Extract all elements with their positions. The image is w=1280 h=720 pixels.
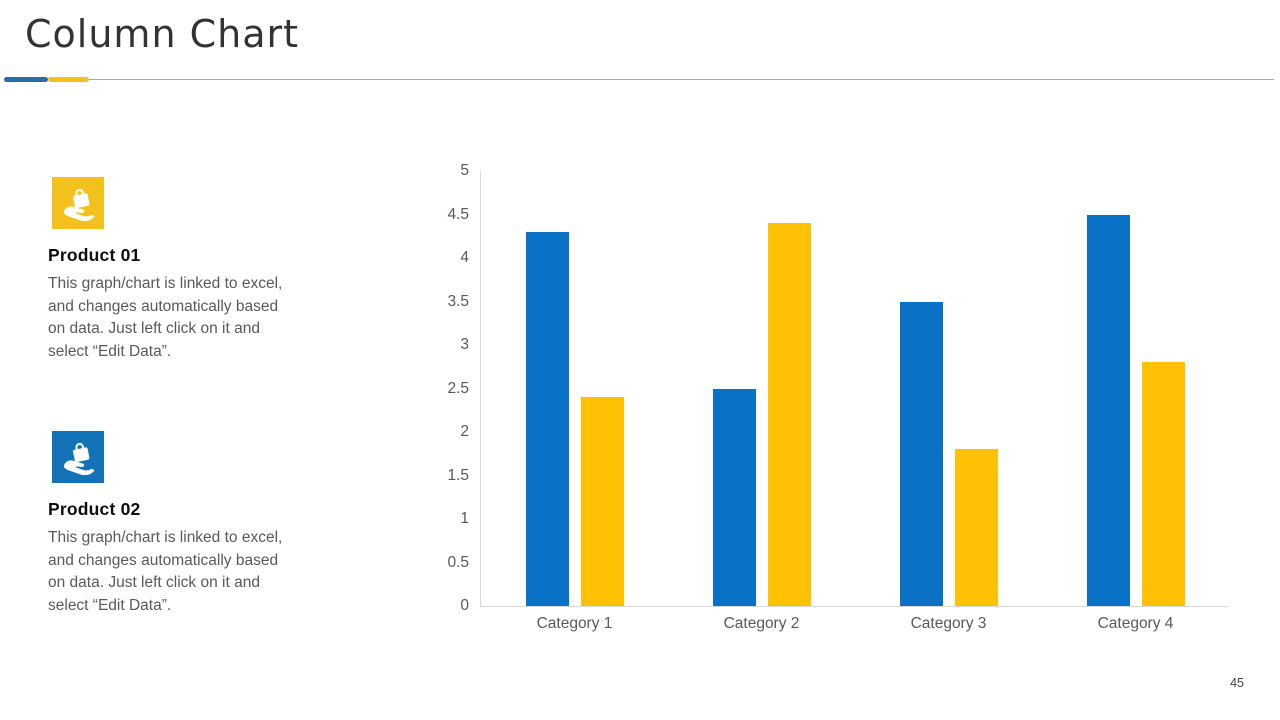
y-tick-label: 0 (460, 597, 469, 614)
description-line: This graph/chart is linked to excel, (48, 275, 283, 292)
bar-product-02-category-3 (954, 449, 998, 606)
y-tick-label: 0.5 (447, 553, 469, 571)
divider-hairline (89, 79, 1274, 80)
description-line: on data. Just left click on it and (48, 574, 260, 591)
description-line: select “Edit Data”. (48, 596, 172, 614)
y-tick-label: 1 (460, 510, 469, 527)
product-02-heading: Product 02 (48, 499, 141, 519)
product-01-icon-tile (52, 177, 104, 229)
column-chart: 5 4.5 4 3.5 3 2.5 2 1.5 1 0.5 0 Category 1 Category … (440, 162, 1240, 653)
plot-area: 5 4.5 4 3.5 3 2.5 2 1.5 1 0.5 0 Category 1 Category … (447, 162, 1229, 632)
divider-blue-segment (4, 77, 48, 82)
product-02-icon-tile (52, 431, 104, 483)
product-01-description: This graph/chart is linked to excel, and… (48, 273, 348, 363)
product-02-block: Product 02 This graph/chart is linked to… (48, 431, 348, 617)
x-category-label: Category 4 (1097, 615, 1174, 632)
product-01-block: Product 01 This graph/chart is linked to… (48, 177, 348, 363)
bar-product-02-category-1 (580, 397, 624, 606)
description-line: select “Edit Data”. (48, 342, 172, 360)
y-tick-label: 5 (460, 162, 469, 179)
title-divider (4, 77, 1276, 83)
description-line: This graph/chart is linked to excel, (48, 529, 283, 546)
y-tick-label: 2.5 (447, 379, 469, 397)
page-title: Column Chart (25, 12, 300, 56)
y-tick-label: 3.5 (447, 292, 469, 310)
bar-product-02-category-4 (1141, 362, 1185, 606)
bar-product-01-category-2 (712, 388, 756, 606)
description-line: on data. Just left click on it and (48, 320, 260, 337)
x-category-label: Category 3 (910, 615, 987, 632)
hand-holding-bag-icon (63, 188, 95, 222)
bar-product-01-category-1 (525, 231, 569, 606)
x-category-label: Category 2 (723, 615, 800, 632)
page-number: 45 (1230, 676, 1244, 690)
divider-yellow-segment (48, 77, 89, 82)
category-group: Category 1 (481, 171, 668, 632)
x-category-label: Category 1 (536, 615, 613, 632)
category-group: Category 3 (855, 171, 1042, 632)
y-tick-label: 4 (460, 249, 469, 266)
description-line: and changes automatically based (48, 551, 279, 569)
description-line: and changes automatically based (48, 297, 279, 315)
category-group: Category 2 (668, 171, 855, 632)
bar-product-01-category-3 (899, 301, 943, 606)
y-tick-label: 2 (460, 423, 469, 440)
category-group: Category 4 (1042, 171, 1229, 632)
product-01-heading: Product 01 (48, 245, 141, 265)
hand-holding-bag-icon (63, 442, 95, 476)
y-tick-label: 4.5 (447, 205, 469, 223)
bar-product-02-category-2 (767, 223, 811, 606)
product-02-description: This graph/chart is linked to excel, and… (48, 527, 348, 617)
bar-product-01-category-4 (1086, 214, 1130, 606)
y-tick-label: 3 (460, 336, 469, 353)
y-tick-label: 1.5 (447, 466, 469, 484)
